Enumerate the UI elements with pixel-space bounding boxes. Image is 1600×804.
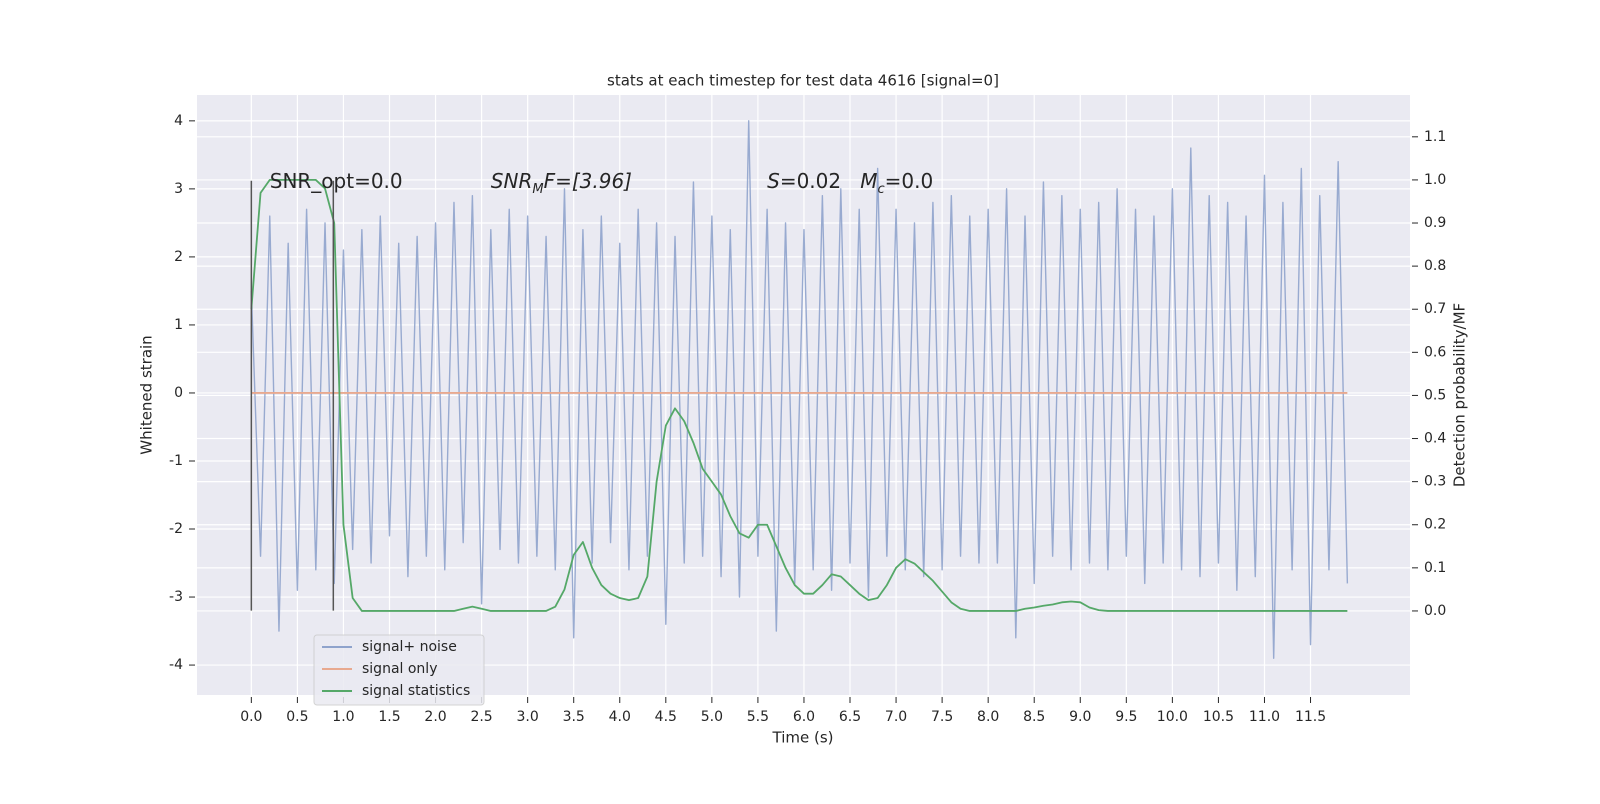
x-tick-label: 4.5 (655, 709, 677, 725)
x-tick-label: 10.0 (1157, 709, 1188, 725)
y2-tick-label: 0.5 (1424, 387, 1446, 403)
annotation-part: SNR (491, 169, 533, 193)
y-tick-label: 1 (174, 317, 183, 333)
x-tick-label: 11.0 (1249, 709, 1280, 725)
series-line (250, 120, 1349, 659)
x-tick-label: 10.5 (1203, 709, 1234, 725)
x-tick-label: 7.0 (885, 709, 907, 725)
y2-tick-label: 0.4 (1424, 431, 1446, 447)
annotation: S=0.02 Mc=0.0 (767, 169, 933, 198)
y2-tick-label: 1.1 (1424, 129, 1446, 145)
y2-tick-label: 0.2 (1424, 517, 1446, 533)
annotation: SNRMF=[3.96] (491, 169, 632, 198)
y2-tick-label: 0.3 (1424, 474, 1446, 490)
annotation-part: SNR_opt=0.0 (270, 169, 403, 193)
x-tick-label: 5.0 (701, 709, 723, 725)
annotation-part: c (877, 182, 884, 197)
x-tick-label: 8.5 (1023, 709, 1045, 725)
y2-tick-label: 0.0 (1424, 603, 1446, 619)
x-tick-label: 5.5 (747, 709, 769, 725)
annotation-part: M (860, 169, 877, 193)
series-line (250, 179, 1348, 612)
y2-tick-label: 0.7 (1424, 301, 1446, 317)
legend-label: signal statistics (362, 683, 470, 699)
annotation-part: F=[3.96] (544, 169, 632, 193)
x-tick-label: 1.0 (332, 709, 354, 725)
annotation-part: =0.02 (780, 169, 860, 193)
x-tick-label: 2.0 (424, 709, 446, 725)
x-tick-label: 3.5 (563, 709, 585, 725)
y-tick-label: -3 (169, 589, 183, 605)
y-tick-label: -2 (169, 521, 183, 537)
y-tick-label: 3 (174, 181, 183, 197)
y2-tick-label: 1.0 (1424, 172, 1446, 188)
y-tick-label: -4 (169, 657, 183, 673)
annotation-part: M (532, 182, 543, 197)
y-tick-label: -1 (169, 453, 183, 469)
legend-box (313, 634, 485, 706)
y2-axis-label: Detection probability/MF (1451, 303, 1469, 487)
x-tick-label: 11.5 (1295, 709, 1326, 725)
y2-tick-label: 0.6 (1424, 344, 1446, 360)
x-tick-label: 1.5 (378, 709, 400, 725)
y-tick-label: 2 (174, 249, 183, 265)
y2-tick-label: 0.9 (1424, 215, 1446, 231)
x-tick-label: 6.0 (793, 709, 815, 725)
x-tick-label: 3.0 (517, 709, 539, 725)
y-axis-label: Whitened strain (138, 335, 156, 454)
x-tick-label: 2.5 (470, 709, 492, 725)
x-tick-label: 9.5 (1115, 709, 1137, 725)
x-tick-label: 0.0 (240, 709, 262, 725)
chart-title: stats at each timestep for test data 461… (607, 72, 999, 90)
y-tick-label: 4 (174, 113, 183, 129)
x-tick-label: 6.5 (839, 709, 861, 725)
legend-label: signal+ noise (362, 639, 457, 655)
y2-tick-label: 0.1 (1424, 560, 1446, 576)
legend-label: signal only (362, 661, 437, 677)
y2-tick-label: 0.8 (1424, 258, 1446, 274)
annotation: SNR_opt=0.0 (270, 169, 403, 193)
x-tick-label: 7.5 (931, 709, 953, 725)
x-axis-label: Time (s) (772, 729, 834, 747)
y-tick-label: 0 (174, 385, 183, 401)
x-tick-label: 8.0 (977, 709, 999, 725)
annotation-part: S (767, 169, 780, 193)
x-tick-label: 9.0 (1069, 709, 1091, 725)
x-tick-label: 4.0 (609, 709, 631, 725)
x-tick-label: 0.5 (286, 709, 308, 725)
annotation-part: =0.0 (885, 169, 934, 193)
